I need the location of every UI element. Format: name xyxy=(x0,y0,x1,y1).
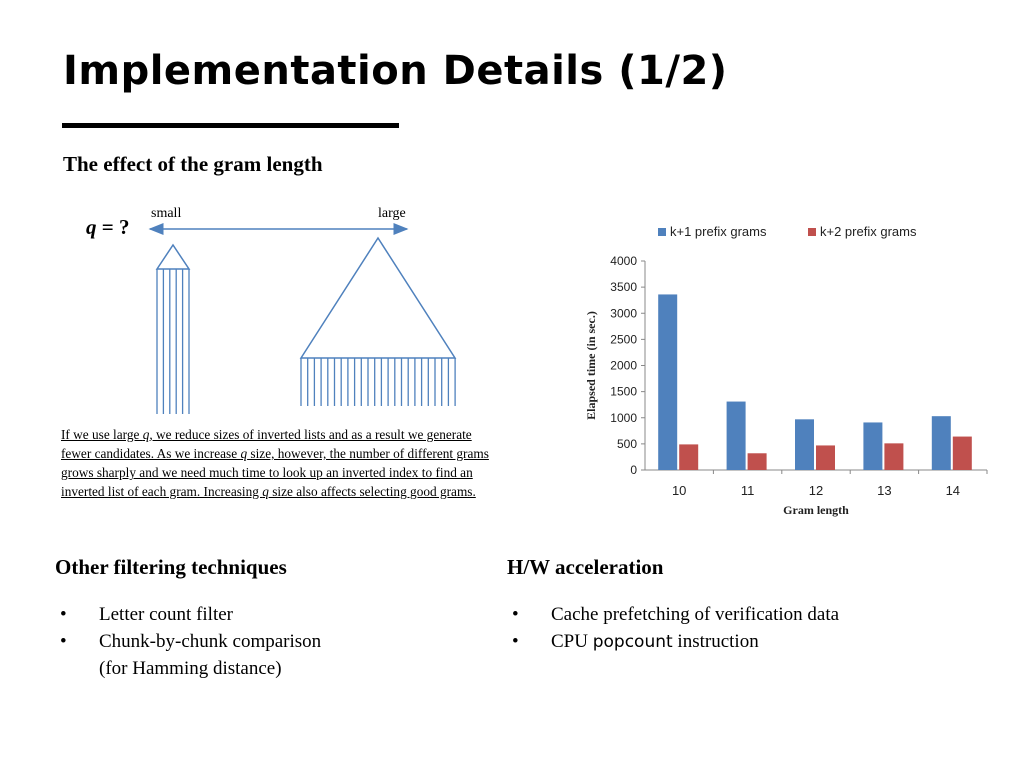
small-triangle xyxy=(155,243,191,270)
list-item-continuation: (for Hamming distance) xyxy=(60,655,321,682)
list-item-text: CPU xyxy=(551,631,593,652)
list-item: • CPU popcount instruction xyxy=(512,628,839,656)
paragraph-q: q xyxy=(142,427,150,442)
y-tick-label: 3000 xyxy=(610,306,637,320)
list-item: • Cache prefetching of verification data xyxy=(512,601,839,628)
bar xyxy=(747,453,767,470)
paragraph-text: size also affects selecting good grams. xyxy=(268,484,476,499)
list-item-text: Chunk-by-chunk comparison xyxy=(99,631,322,652)
list-item-text: instruction xyxy=(672,631,759,652)
paragraph-line: fewer candidates. As we increase q size,… xyxy=(61,444,566,463)
title-underline xyxy=(62,123,399,128)
y-tick-label: 3500 xyxy=(610,280,637,294)
list-item: • Chunk-by-chunk comparison xyxy=(60,628,321,655)
large-triangle xyxy=(299,236,457,359)
x-tick-label: 12 xyxy=(809,483,823,498)
q-equals: = ? xyxy=(96,215,130,239)
bullet-dot: • xyxy=(60,604,67,625)
legend-label: k+1 prefix grams xyxy=(670,224,767,239)
paragraph-text: fewer candidates. As we increase xyxy=(61,446,241,461)
bar xyxy=(952,436,972,470)
y-tick-label: 500 xyxy=(617,437,637,451)
section-subtitle: The effect of the gram length xyxy=(63,152,323,176)
q-gram-diagram xyxy=(148,223,457,414)
x-tick-label: 11 xyxy=(741,483,755,498)
legend-label: k+2 prefix grams xyxy=(820,224,917,239)
x-axis-title: Gram length xyxy=(783,503,849,517)
paragraph-q: q xyxy=(240,446,248,461)
bar xyxy=(795,419,814,470)
popcount-code: popcount xyxy=(592,632,673,652)
right-section-heading: H/W acceleration xyxy=(507,555,664,579)
x-tick-label: 14 xyxy=(946,483,960,498)
right-bullet-list: • Cache prefetching of verification data … xyxy=(512,601,839,656)
paragraph-q: q xyxy=(262,484,269,499)
large-inverted-lists xyxy=(300,358,456,406)
x-tick-label: 10 xyxy=(672,483,686,498)
list-item: • Letter count filter xyxy=(60,601,321,628)
bar xyxy=(726,401,746,470)
y-axis-title: Elapsed time (in sec.) xyxy=(584,311,598,420)
left-section-heading: Other filtering techniques xyxy=(55,555,287,579)
bullet-dot: • xyxy=(512,631,519,652)
large-label: large xyxy=(378,206,406,221)
y-tick-label: 1500 xyxy=(610,385,637,399)
explanation-paragraph: If we use large q, we reduce sizes of in… xyxy=(61,425,566,501)
bullet-dot: • xyxy=(60,631,67,652)
q-question-label: q = ? xyxy=(86,215,129,240)
bar xyxy=(931,416,951,470)
elapsed-time-bar-chart: k+1 prefix grams k+2 prefix grams 0 500 1000… xyxy=(584,224,988,517)
paragraph-line: grows sharply and we need much time to l… xyxy=(61,465,473,480)
bullet-dot: • xyxy=(512,604,519,625)
paragraph-text: If we use large xyxy=(61,427,143,442)
y-tick-label: 2000 xyxy=(610,359,637,373)
q-variable: q xyxy=(86,215,97,239)
bar xyxy=(658,294,678,470)
bar xyxy=(679,444,699,470)
slide-title: Implementation Details (1/2) xyxy=(63,48,728,94)
y-tick-label: 4000 xyxy=(610,254,637,268)
paragraph-text: , we reduce sizes of inverted lists and … xyxy=(149,427,472,442)
legend-swatch xyxy=(808,228,816,236)
list-item-text: (for Hamming distance) xyxy=(99,658,282,679)
paragraph-line: If we use large q, we reduce sizes of in… xyxy=(61,425,566,444)
list-item-text: Cache prefetching of verification data xyxy=(551,604,840,625)
y-tick-label: 0 xyxy=(630,463,637,477)
y-tick-label: 2500 xyxy=(610,332,637,346)
paragraph-line: inverted list of each gram. Increasing q… xyxy=(61,482,566,501)
y-tick-label: 1000 xyxy=(610,411,637,425)
bar xyxy=(816,445,835,470)
bar xyxy=(884,443,904,470)
legend-swatch xyxy=(658,228,666,236)
paragraph-text: inverted list of each gram. Increasing xyxy=(61,484,263,499)
x-tick-label: 13 xyxy=(877,483,891,498)
left-bullet-list: • Letter count filter • Chunk-by-chunk com… xyxy=(60,601,321,682)
small-label: small xyxy=(151,206,182,221)
bar xyxy=(863,422,883,470)
list-item-text: Letter count filter xyxy=(99,604,233,625)
small-inverted-lists xyxy=(156,269,190,414)
paragraph-text: size, however, the number of different g… xyxy=(247,446,489,461)
